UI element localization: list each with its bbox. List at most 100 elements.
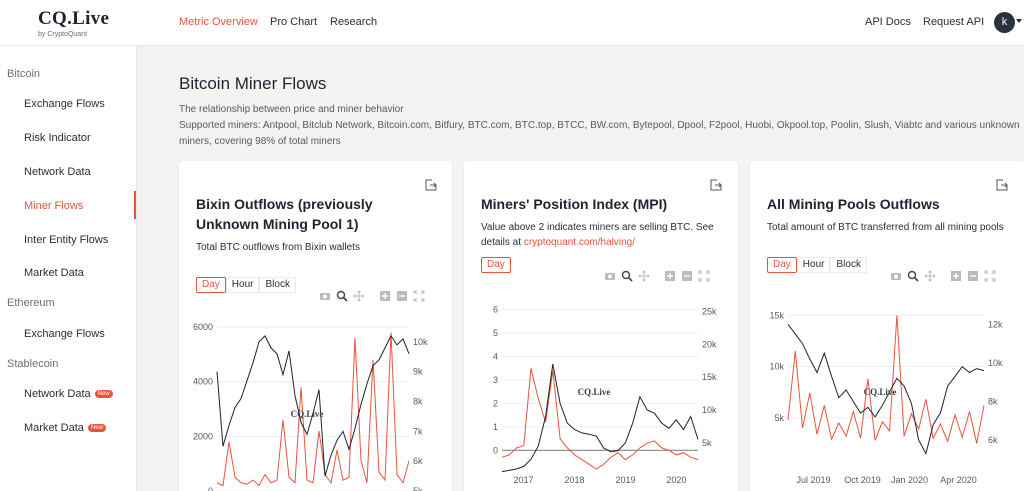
autoscale-icon[interactable] [413,290,425,302]
y-right-tick-label: 10k [702,405,717,415]
y-left-tick-label: 0 [493,445,498,455]
halving-link[interactable]: cryptoquant.com/halving/ [523,237,635,248]
autoscale-icon[interactable] [984,270,996,282]
zoom-in-icon[interactable] [664,270,676,282]
zoom-out-icon[interactable] [967,270,979,282]
export-icon[interactable] [996,179,1008,191]
y-right-tick-label: 15k [702,372,717,382]
pan-icon[interactable] [353,290,365,302]
y-left-tick-label: 6000 [193,322,213,332]
zoom-icon[interactable] [621,270,633,282]
nav-research[interactable]: Research [330,16,378,28]
price-series-line [501,363,699,473]
chart-toolbar [319,290,425,302]
x-tick-label: 2017 [514,475,534,485]
watermark-text: CQ.Live [291,409,324,419]
y-right-tick-label: 7k [413,426,423,436]
sidebar-item-label: Market Data [24,422,84,434]
resolution-day-button[interactable]: Day [481,257,511,273]
zoom-icon[interactable] [336,290,348,302]
chart-description: Value above 2 indicates miners are selli… [481,220,721,250]
sidebar-item-network-data[interactable]: Network Data [24,166,91,178]
nav-metric-overview[interactable]: Metric Overview [179,16,258,28]
sidebar-item-risk-indicator[interactable]: Risk Indicator [24,132,91,144]
top-navbar: CQ.Live by CryptoQuant Metric Overview P… [0,0,1024,46]
nav-api-docs[interactable]: API Docs [865,16,911,28]
x-tick-label: Jan 2020 [891,475,928,485]
chart-card-mpi: Miners' Position Index (MPI) Value above… [464,161,738,491]
y-right-tick-label: 9k [413,367,423,377]
y-left-tick-label: 4 [493,352,498,362]
resolution-toggle: Day [481,257,511,273]
zoom-out-icon[interactable] [681,270,693,282]
flow-series-line [787,315,985,444]
supported-miners-text: Supported miners: Antpool, Bitclub Netwo… [179,120,1020,131]
sidebar-item-market-data[interactable]: Market Data [24,267,84,279]
chart-title: Bixin Outflows (previously Unknown Minin… [196,196,373,232]
sidebar-active-indicator [134,191,136,219]
logo-subtext: by CryptoQuant [38,31,88,38]
resolution-block-button[interactable]: Block [259,277,296,293]
all-pools-outflows-chart[interactable]: 15k 10k 5k 12k 10k 8k 6k Jul 2019 Oct 2019 Jan 20… [750,297,1024,491]
x-tick-label: 2019 [615,475,635,485]
user-avatar[interactable]: k [994,12,1015,33]
export-icon[interactable] [425,179,437,191]
nav-request-api[interactable]: Request API [923,16,985,28]
resolution-day-button[interactable]: Day [196,277,226,293]
resolution-hour-button[interactable]: Hour [796,257,831,273]
camera-icon[interactable] [319,290,331,302]
y-right-tick-label: 10k [413,337,428,347]
sidebar-item-eth-exchange-flows[interactable]: Exchange Flows [24,328,105,340]
chart-toolbar [604,270,710,282]
resolution-day-button[interactable]: Day [767,257,797,273]
chart-card-all-pools-outflows: All Mining Pools Outflows Total amount o… [750,161,1024,491]
camera-icon[interactable] [890,270,902,282]
brand-logo[interactable]: CQ.Live by CryptoQuant [38,9,109,39]
export-icon[interactable] [710,179,722,191]
y-left-tick-label: 0 [208,486,213,491]
y-right-tick-label: 8k [413,397,423,407]
y-right-tick-label: 6k [988,435,998,445]
zoom-out-icon[interactable] [396,290,408,302]
zoom-in-icon[interactable] [379,290,391,302]
sidebar-item-stable-market-data[interactable]: Market Data New [24,422,106,434]
watermark-text: CQ.Live [864,387,897,397]
chart-description: Total BTC outflows from Bixin wallets [196,242,360,253]
logo-text: CQ.Live [38,8,110,29]
sidebar-item-exchange-flows[interactable]: Exchange Flows [24,98,105,110]
autoscale-icon[interactable] [698,270,710,282]
chart-title: All Mining Pools Outflows [767,196,940,212]
watermark-text: CQ.Live [578,387,611,397]
y-right-tick-label: 12k [988,319,1003,329]
sidebar-item-stable-network-data[interactable]: Network Data New [24,388,113,400]
price-series-line [216,334,410,477]
sidebar-section-stablecoin: Stablecoin [7,358,59,370]
flow-series-line [501,368,699,470]
zoom-in-icon[interactable] [950,270,962,282]
new-badge: New [94,390,113,399]
sidebar-section-bitcoin: Bitcoin [7,68,41,80]
y-left-tick-label: 6 [493,305,498,315]
resolution-block-button[interactable]: Block [830,257,867,273]
zoom-icon[interactable] [907,270,919,282]
y-right-tick-label: 25k [702,307,717,317]
chart-description-text: Value above 2 indicates miners are selli… [481,222,714,248]
y-right-tick-label: 5k [413,486,423,491]
sidebar-item-miner-flows[interactable]: Miner Flows [24,200,84,212]
y-left-tick-label: 2 [493,398,498,408]
camera-icon[interactable] [604,270,616,282]
pan-icon[interactable] [924,270,936,282]
y-left-tick-label: 3 [493,375,498,385]
caret-down-icon[interactable] [1016,19,1022,23]
mpi-chart[interactable]: 6 5 4 3 2 1 0 25k 20k 15k 10k 5k 2017 2018 2019 2020 CQ.… [464,297,738,491]
y-right-tick-label: 5k [702,438,712,448]
resolution-hour-button[interactable]: Hour [225,277,260,293]
y-left-tick-label: 5k [774,413,784,423]
sidebar-item-inter-entity-flows[interactable]: Inter Entity Flows [24,234,109,246]
chart-card-bixin-outflows: Bixin Outflows (previously Unknown Minin… [179,161,452,491]
y-left-tick-label: 4000 [193,377,213,387]
bixin-outflows-chart[interactable]: 6000 4000 2000 0 10k 9k 8k 7k 6k 5k CQ.Live [179,319,452,491]
nav-pro-chart[interactable]: Pro Chart [270,16,318,28]
sidebar-section-ethereum: Ethereum [7,297,55,309]
pan-icon[interactable] [638,270,650,282]
